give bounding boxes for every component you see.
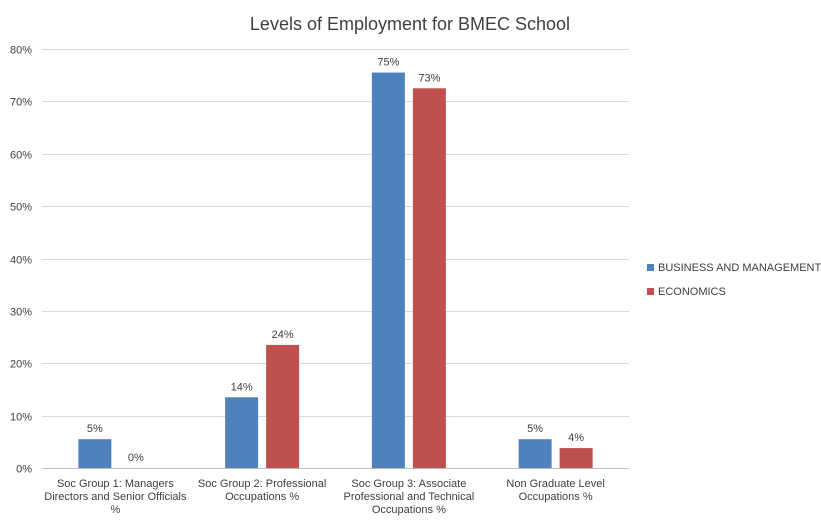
y-tick-label: 70% — [10, 97, 32, 109]
bar-business-3 — [371, 72, 405, 468]
legend-label-business: BUSINESS AND MANAGEMENT — [658, 262, 821, 274]
legend-label-economics: ECONOMICS — [658, 286, 726, 298]
bar-economics-3 — [412, 88, 446, 468]
y-tick-label: 30% — [10, 307, 32, 319]
legend-swatch-business — [647, 264, 654, 271]
bar-economics-4 — [559, 448, 593, 468]
category-label: Soc Group 3: Associate — [351, 478, 466, 490]
category-label: Soc Group 1: Managers — [57, 478, 174, 490]
legend-swatch-economics — [647, 288, 654, 295]
data-label: 73% — [418, 72, 440, 84]
legend: BUSINESS AND MANAGEMENT ECONOMICS — [647, 262, 821, 298]
category-label: Non Graduate Level — [506, 478, 604, 490]
bars — [78, 72, 593, 468]
data-label: 75% — [377, 57, 399, 69]
gridlines — [42, 49, 629, 469]
y-tick-label: 80% — [10, 45, 32, 57]
category-label: % — [110, 504, 120, 516]
y-tick-label: 10% — [10, 412, 32, 424]
data-label: 14% — [231, 381, 253, 393]
category-label: Occupations % — [372, 504, 446, 516]
category-label: Directors and Senior Officials — [44, 491, 187, 503]
bar-business-4 — [518, 439, 552, 468]
category-label: Soc Group 2: Professional — [198, 478, 326, 490]
y-axis-ticks: 0% 10% 20% 30% 40% 50% 60% 70% 80% — [10, 45, 32, 476]
data-label: 4% — [568, 432, 584, 444]
bar-business-2 — [225, 397, 259, 468]
bar-business-1 — [78, 439, 112, 468]
chart-title: Levels of Employment for BMEC School — [250, 14, 570, 34]
y-tick-label: 60% — [10, 150, 32, 162]
category-label: Occupations % — [519, 491, 593, 503]
category-label: Occupations % — [225, 491, 299, 503]
y-tick-label: 40% — [10, 255, 32, 267]
category-label: Professional and Technical — [344, 491, 475, 503]
data-label: 5% — [87, 423, 103, 435]
data-label: 0% — [128, 452, 144, 464]
data-label: 5% — [527, 423, 543, 435]
data-labels: 5% 0% 14% 24% 75% 73% 5% 4% — [87, 57, 584, 464]
data-label: 24% — [272, 329, 294, 341]
y-tick-label: 50% — [10, 202, 32, 214]
y-tick-label: 0% — [16, 464, 32, 476]
y-tick-label: 20% — [10, 359, 32, 371]
bar-economics-2 — [266, 344, 300, 468]
